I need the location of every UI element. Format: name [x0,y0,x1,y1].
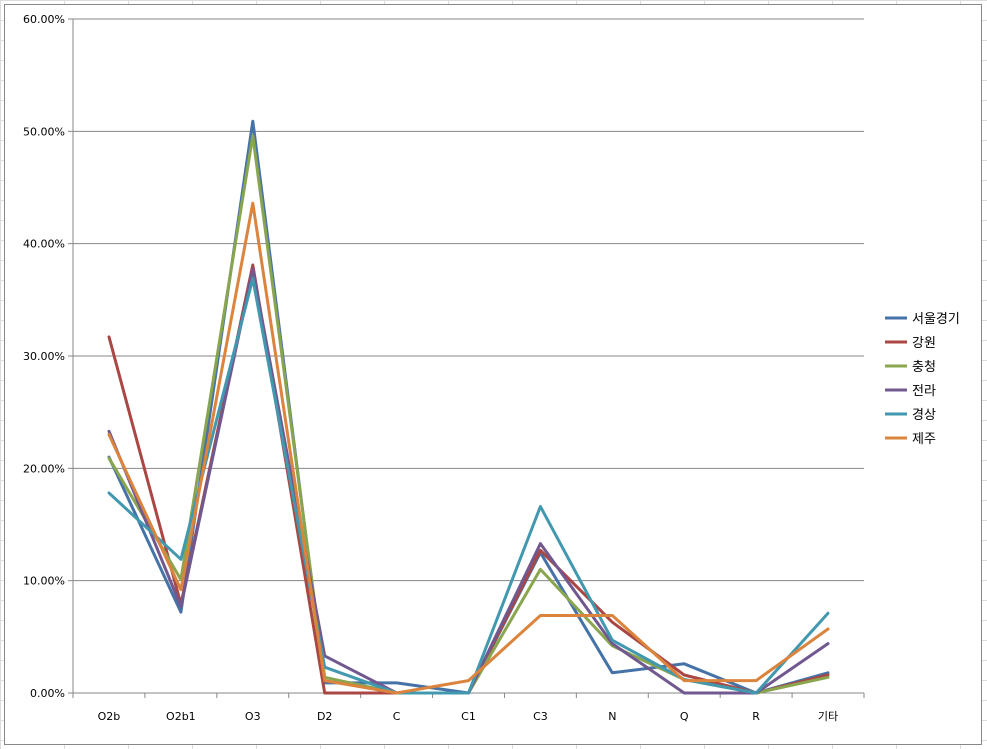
x-tick-label: O3 [245,710,261,723]
legend-label: 충청 [912,360,936,375]
x-tick-label: O2b1 [166,710,196,723]
y-tick-label: 60.00% [23,13,65,26]
series-line[interactable] [107,263,830,695]
legend-label: 경상 [912,408,936,423]
y-tick-label: 30.00% [23,350,65,363]
x-tick-label: D2 [317,710,332,723]
series-line[interactable] [107,201,830,695]
y-tick-label: 40.00% [23,238,65,251]
y-tick-label: 50.00% [23,125,65,138]
series-line[interactable] [107,119,830,695]
x-tick-label: O2b [98,710,121,723]
legend-label: 강원 [912,336,936,351]
legend-label: 서울경기 [912,312,960,327]
series-line[interactable] [107,277,830,695]
x-tick-label: N [608,710,616,723]
y-tick-label: 10.00% [23,575,65,588]
x-tick-label: Q [680,710,689,723]
y-tick-label: 0.00% [30,687,65,700]
legend-label: 제주 [912,432,936,447]
x-tick-label: C1 [461,710,476,723]
chart-area[interactable]: 0.00% 10.00% 20.00% 30.00% 40.00% 50.00% 60.00… [4,4,982,745]
x-tick-label: R [752,710,760,723]
y-tick-label: 20.00% [23,462,65,475]
x-tick-label: 기타 [818,710,838,723]
x-tick-label: C [393,710,401,723]
line-chart: 0.00% 10.00% 20.00% 30.00% 40.00% 50.00% 60.00… [23,13,960,723]
series-line[interactable] [107,268,830,695]
legend-label: 전라 [912,384,936,399]
x-tick-label: C3 [533,710,548,723]
